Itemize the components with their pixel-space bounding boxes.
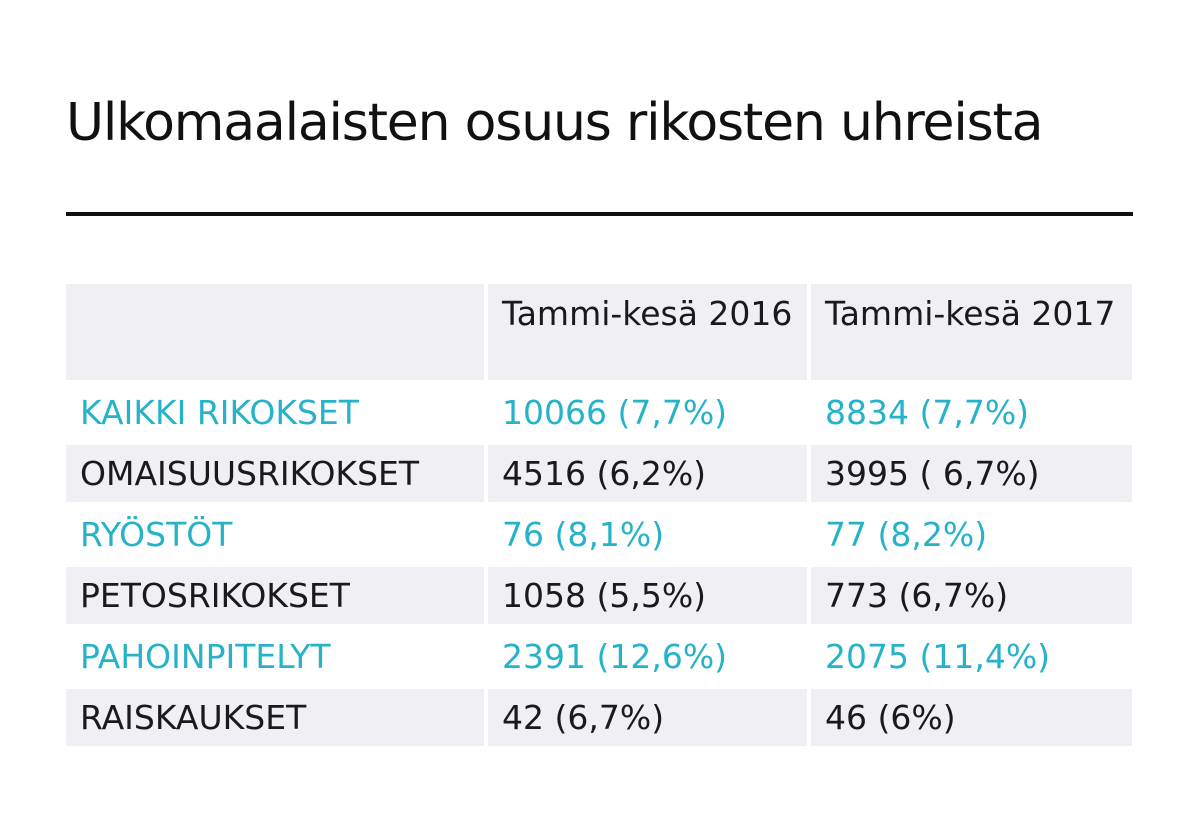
data-table: Tammi-kesä 2016 Tammi-kesä 2017 KAIKKI R… xyxy=(66,284,1132,750)
row-label: OMAISUUSRIKOKSET xyxy=(66,445,484,502)
row-label: PAHOINPITELYT xyxy=(80,637,331,676)
table-row: RAISKAUKSET 42 (6,7%) 46 (6%) xyxy=(66,689,1132,746)
row-value-2016: 4516 (6,2%) xyxy=(488,445,807,502)
table-row: RYÖSTÖT 76 (8,1%) 77 (8,2%) xyxy=(66,506,1132,563)
chart-title: Ulkomaalaisten osuus rikosten uhreista xyxy=(66,93,1044,153)
table-row: PAHOINPITELYT 2391 (12,6%) 2075 (11,4%) xyxy=(66,628,1132,685)
table-header-row: Tammi-kesä 2016 Tammi-kesä 2017 xyxy=(66,284,1132,380)
row-value-2017: 3995 ( 6,7%) xyxy=(811,445,1132,502)
row-value-2016: 1058 (5,5%) xyxy=(488,567,807,624)
table-row: PETOSRIKOKSET 1058 (5,5%) 773 (6,7%) xyxy=(66,567,1132,624)
header-cell-2017: Tammi-kesä 2017 xyxy=(811,284,1132,380)
row-label: RYÖSTÖT xyxy=(80,515,233,554)
row-value-2017: 773 (6,7%) xyxy=(811,567,1132,624)
row-value-2016: 42 (6,7%) xyxy=(488,689,807,746)
row-value-2016: 76 (8,1%) xyxy=(502,515,665,554)
row-value-2017: 77 (8,2%) xyxy=(825,515,988,554)
row-label: PETOSRIKOKSET xyxy=(66,567,484,624)
row-value-2017: 46 (6%) xyxy=(811,689,1132,746)
row-label: RAISKAUKSET xyxy=(66,689,484,746)
row-value-2016: 2391 (12,6%) xyxy=(502,637,728,676)
row-value-2017: 2075 (11,4%) xyxy=(825,637,1051,676)
table-row: KAIKKI RIKOKSET 10066 (7,7%) 8834 (7,7%) xyxy=(66,384,1132,441)
row-value-2016: 10066 (7,7%) xyxy=(502,393,728,432)
header-cell-label xyxy=(66,284,484,380)
row-value-2017: 8834 (7,7%) xyxy=(825,393,1030,432)
row-label: KAIKKI RIKOKSET xyxy=(80,393,359,432)
title-divider xyxy=(66,212,1133,216)
header-cell-2016: Tammi-kesä 2016 xyxy=(488,284,807,380)
table-row: OMAISUUSRIKOKSET 4516 (6,2%) 3995 ( 6,7%… xyxy=(66,445,1132,502)
